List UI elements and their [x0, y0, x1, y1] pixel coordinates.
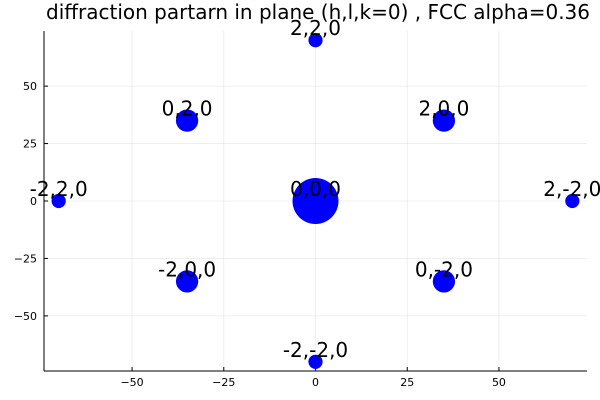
spot-label: -2,0,0 — [158, 257, 216, 281]
diffraction-spot — [308, 354, 323, 369]
spot-label: 2,0,0 — [418, 97, 469, 121]
x-tick-label: −25 — [212, 376, 235, 389]
x-tick-label: 25 — [400, 376, 414, 389]
diffraction-spot — [175, 109, 199, 132]
spot-labels: 0,0,0 2,0,0 0,2,0 -2,0,0 0,-2,0 2,2,0 -2,-2,0 -… — [30, 16, 600, 362]
y-tick-label: 0 — [30, 195, 37, 208]
spot-label: 0,-2,0 — [415, 257, 473, 281]
chart-title: diffraction partarn in plane (h,l,k=0) ,… — [46, 0, 590, 24]
spot-label: 0,2,0 — [162, 97, 213, 121]
diffraction-spot — [292, 178, 339, 224]
spot-label: -2,2,0 — [30, 177, 88, 201]
diffraction-spot — [432, 109, 456, 132]
x-tick-label: 50 — [492, 376, 506, 389]
x-tick-label: −50 — [120, 376, 143, 389]
x-tick-label: 0 — [312, 376, 319, 389]
spot-label: 2,2,0 — [290, 16, 341, 40]
diffraction-spot — [175, 270, 199, 293]
diffraction-spots — [51, 33, 580, 369]
y-tick-label: 25 — [23, 138, 37, 151]
y-tick-label: −25 — [14, 252, 37, 265]
spot-label: 0,0,0 — [290, 177, 341, 201]
tick-labels: −50 −25 0 25 50 −50 −25 0 25 50 — [14, 80, 506, 389]
diffraction-spot — [565, 193, 580, 209]
y-tick-label: 50 — [23, 80, 37, 93]
spot-label: -2,-2,0 — [283, 338, 348, 362]
spot-label: 2,-2,0 — [543, 177, 600, 201]
diffraction-spot — [51, 193, 66, 209]
y-tick-label: −50 — [14, 310, 37, 323]
axes — [43, 31, 587, 372]
diffraction-spot — [432, 270, 456, 293]
diffraction-spot — [308, 33, 323, 48]
